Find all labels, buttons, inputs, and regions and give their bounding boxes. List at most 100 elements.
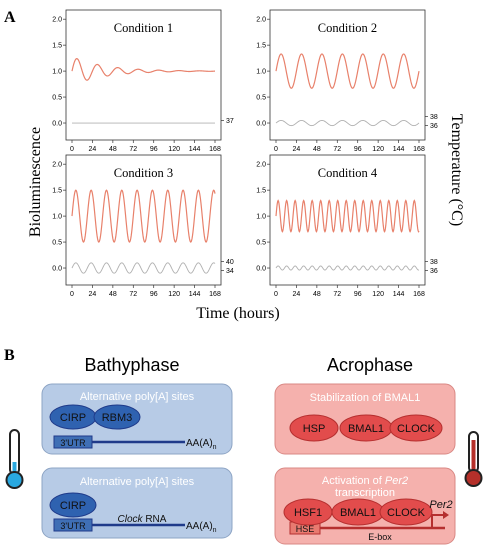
acrophase-box-2: Activation of Per2 transcription HSE HSF… — [274, 467, 456, 545]
series-bioluminescence-2 — [275, 53, 420, 89]
acrophase-box-1-heading: Stabilization of BMAL1 — [310, 392, 421, 404]
bathyphase-box-1-utr-box — [53, 435, 93, 449]
x-tick-label-4: 96 — [354, 291, 362, 298]
bathyphase-title: Bathyphase — [84, 355, 179, 375]
y-tick-label-1: 0.5 — [52, 95, 62, 102]
series-bioluminescence-3 — [71, 189, 216, 243]
rbm3-protein — [93, 404, 141, 430]
y-tick-label-2: 1.0 — [256, 69, 266, 76]
acrophase-title: Acrophase — [327, 355, 413, 375]
series-bioluminescence-1 — [71, 58, 216, 81]
x-tick-label-2: 96 — [354, 146, 362, 153]
chart-frame-3 — [65, 154, 222, 286]
temp-label-3: 34 — [226, 268, 234, 275]
x-tick-label-3: 120 — [168, 291, 180, 298]
bathyphase-box-2-heading: Alternative poly[A] sites — [80, 476, 195, 488]
x-tick-label-2: 0 — [274, 146, 278, 153]
hsp-protein — [289, 414, 339, 442]
chart-condition-4: Condition 4 0.0 0.5 1.0 1.5 2.0 0 24 48 72 96 120 14… — [256, 154, 438, 298]
cirp-label-2: CIRP — [60, 500, 86, 512]
panel-a-label: A — [4, 9, 16, 26]
y-tick-label-3: 1.5 — [52, 188, 62, 195]
temp-label-3: 40 — [226, 259, 234, 266]
chart-title-4: Condition 4 — [318, 166, 378, 180]
series-temperature-4 — [275, 265, 420, 271]
bathyphase-box-1-heading: Alternative poly[A] sites — [80, 391, 195, 403]
hse-label: HSE — [296, 524, 315, 534]
x-tick-label-2: 48 — [313, 146, 321, 153]
chart-condition-1: Condition 1 0.0 0.5 1.0 1.5 2.0 0 24 48 72 96 120 14… — [52, 9, 234, 153]
y-tick-label-4: 2.0 — [256, 162, 266, 169]
y-tick-label-4: 0.5 — [256, 240, 266, 247]
clock-protein-2 — [379, 498, 433, 526]
temp-label-2: 38 — [430, 114, 438, 121]
x-tick-label-1: 120 — [168, 146, 180, 153]
y-tick-label-4: 1.0 — [256, 214, 266, 221]
x-tick-label-3: 48 — [109, 291, 117, 298]
rbm3-label: RBM3 — [102, 412, 133, 424]
x-tick-label-2: 120 — [372, 146, 384, 153]
clock-label-1: CLOCK — [397, 423, 436, 435]
per2-arrowhead-icon — [443, 511, 449, 519]
y-tick-label-1: 0.0 — [52, 121, 62, 128]
acrophase-box-1: Stabilization of BMAL1 HSP BMAL1 CLOCK — [274, 383, 456, 455]
y-tick-label-2: 1.5 — [256, 43, 266, 50]
temp-label-1: 37 — [226, 118, 234, 125]
x-tick-label-3: 168 — [209, 291, 221, 298]
clock-protein-1 — [389, 414, 443, 442]
y-tick-label-3: 0.5 — [52, 240, 62, 247]
x-axis-label-time: Time (hours) — [196, 305, 279, 322]
series-temperature-2 — [275, 119, 420, 127]
cirp-protein-2 — [49, 492, 97, 518]
y-tick-label-2: 2.0 — [256, 17, 266, 24]
ebox-label: E-box — [368, 532, 392, 542]
chart-frame-1 — [65, 9, 222, 141]
series-temperature-3 — [71, 262, 216, 274]
x-tick-label-4: 144 — [393, 291, 405, 298]
x-tick-label-1: 24 — [89, 146, 97, 153]
clock-rna-label: Clock RNA — [118, 514, 167, 525]
temp-label-4: 36 — [430, 268, 438, 275]
temp-label-2: 36 — [430, 123, 438, 130]
hsf1-label: HSF1 — [294, 507, 322, 519]
acrophase-box-2-heading-line2: transcription — [335, 487, 395, 499]
y-tick-label-4: 0.0 — [256, 266, 266, 273]
y-tick-label-4: 1.5 — [256, 188, 266, 195]
x-tick-label-2: 24 — [293, 146, 301, 153]
y-tick-label-1: 1.0 — [52, 69, 62, 76]
chart-condition-3: Condition 3 0.0 0.5 1.0 1.5 2.0 0 24 48 72 96 120 14… — [52, 154, 234, 298]
charts-group: Condition 1 0.0 0.5 1.0 1.5 2.0 0 24 48 72 96 120 14… — [52, 9, 438, 298]
x-tick-label-3: 96 — [150, 291, 158, 298]
hot-thermometer-icon — [464, 431, 483, 487]
chart-condition-2: Condition 2 0.0 0.5 1.0 1.5 2.0 0 24 48 72 96 120 14… — [256, 9, 438, 153]
chart-title-3: Condition 3 — [114, 166, 173, 180]
x-tick-label-4: 0 — [274, 291, 278, 298]
x-tick-label-1: 96 — [150, 146, 158, 153]
x-tick-label-4: 168 — [413, 291, 425, 298]
y-tick-label-3: 0.0 — [52, 266, 62, 273]
x-tick-label-3: 24 — [89, 291, 97, 298]
x-tick-label-1: 0 — [70, 146, 74, 153]
y-axis-label-bioluminescence: Bioluminescence — [27, 127, 44, 237]
x-tick-label-2: 72 — [333, 146, 341, 153]
per2-tss-arrow-icon — [431, 514, 446, 528]
y-tick-label-2: 0.0 — [256, 121, 266, 128]
y-tick-label-1: 2.0 — [52, 17, 62, 24]
hsp-label: HSP — [303, 423, 326, 435]
temp-label-4: 38 — [430, 259, 438, 266]
x-tick-label-1: 144 — [189, 146, 201, 153]
chart-title-2: Condition 2 — [318, 21, 377, 35]
bathyphase-box-1: Alternative poly[A] sites 3'UTR CIRP RBM… — [41, 383, 233, 455]
x-tick-label-1: 72 — [129, 146, 137, 153]
series-bioluminescence-4 — [275, 199, 420, 233]
x-tick-label-2: 168 — [413, 146, 425, 153]
x-tick-label-4: 48 — [313, 291, 321, 298]
y-tick-label-3: 2.0 — [52, 162, 62, 169]
cold-thermometer-icon — [5, 429, 24, 489]
chart-title-1: Condition 1 — [114, 21, 173, 35]
per2-gene-label: Per2 — [429, 499, 452, 511]
y-tick-label-1: 1.5 — [52, 43, 62, 50]
panel-b-label: B — [4, 347, 15, 364]
x-tick-label-1: 48 — [109, 146, 117, 153]
